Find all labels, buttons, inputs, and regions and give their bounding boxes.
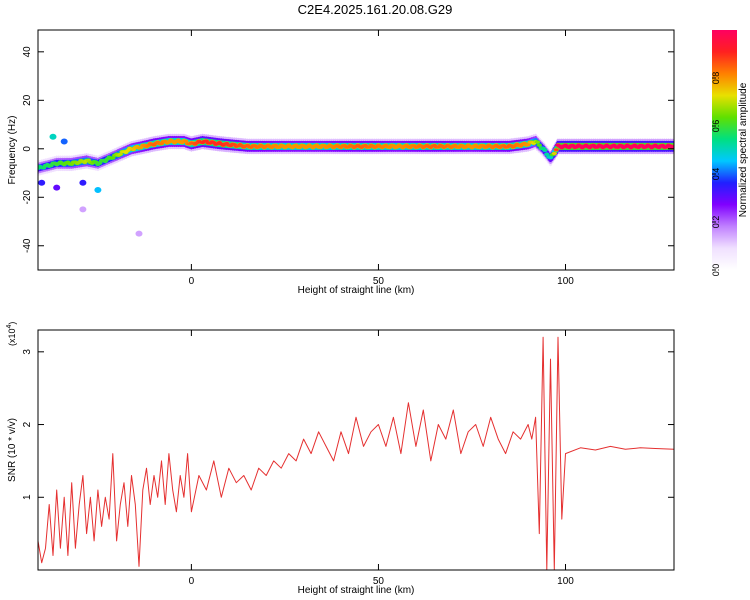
spectrogram-cell [671, 144, 674, 148]
spectrogram-cell [551, 152, 557, 155]
spectrogram-cell [536, 143, 542, 147]
snr-frame [37, 329, 675, 571]
colorbar-tick-label: 0.2 [711, 216, 721, 229]
spectrogram-cell [553, 148, 559, 152]
spectrogram-outlier [38, 179, 46, 186]
spectrogram-cell [110, 156, 116, 160]
spectrogram-outlier [49, 133, 57, 140]
snr-multiplier-label: (x104) [6, 322, 17, 346]
snr-y-tick-label: 3 [22, 349, 33, 355]
colorbar-tick-label: 0.6 [711, 120, 721, 133]
spectrogram-y-tick-label: -20 [22, 190, 33, 205]
spectrogram-outlier [135, 230, 143, 237]
snr-x-tick-label: 50 [373, 576, 385, 587]
snr-x-axis-label: Height of straight line (km) [298, 585, 415, 596]
colorbar-label: Normalized spectral amplitude [738, 82, 749, 217]
snr-series-line [38, 336, 674, 570]
spectrogram-outlier [79, 179, 87, 186]
spectrogram-y-axis-label: Frequency (Hz) [7, 116, 18, 185]
spectrogram-x-tick-label: 0 [189, 276, 195, 287]
colorbar-tick-label: 0.0 [711, 264, 721, 277]
spectrogram-y-tick-label: 0 [22, 146, 33, 152]
spectrogram-x-tick-label: 50 [373, 276, 385, 287]
spectrogram-y-tick-label: 40 [22, 46, 33, 58]
spectrogram-outlier [79, 206, 87, 213]
spectrogram-cell [97, 161, 103, 165]
snr-y-tick-label: 2 [22, 421, 33, 427]
spectrogram-outlier [94, 187, 102, 193]
spectrogram-cell [547, 156, 554, 160]
snr-x-tick-label: 0 [189, 576, 195, 587]
spectrogram-cell [542, 148, 548, 152]
spectrogram-cell [544, 152, 550, 156]
snr-x-tick-label: 100 [557, 576, 574, 587]
spectrogram-chart: 0 50 100 -40 -20 0 20 40 Height of straight li… [7, 29, 749, 296]
spectrogram-outlier [60, 138, 68, 145]
spectrogram-cell [534, 140, 541, 144]
spectrogram-cell [525, 143, 531, 147]
colorbar-tick-label: 0.8 [711, 72, 721, 85]
spectrogram-cell [117, 152, 123, 156]
colorbar [712, 30, 737, 270]
spectrogram-cell [183, 139, 189, 143]
spectrogram-plot-area [38, 133, 674, 237]
snr-y-tick-label: 1 [22, 494, 33, 500]
colorbar-tick-label: 0.4 [711, 168, 721, 181]
spectrogram-y-tick-label: 20 [22, 94, 33, 106]
spectrogram-frame [37, 29, 675, 271]
page-title: C2E4.2025.161.20.08.G29 [297, 2, 453, 17]
spectrogram-outlier [53, 184, 61, 191]
spectrogram-y-tick-label: -40 [22, 238, 33, 253]
spectrogram-x-axis-label: Height of straight line (km) [298, 285, 415, 296]
spectrogram-x-tick-label: 100 [557, 276, 574, 287]
snr-chart: 0 50 100 123 Height of straight line (km) … [6, 322, 675, 596]
snr-y-axis-label: SNR (10 * v/v) [7, 418, 18, 482]
